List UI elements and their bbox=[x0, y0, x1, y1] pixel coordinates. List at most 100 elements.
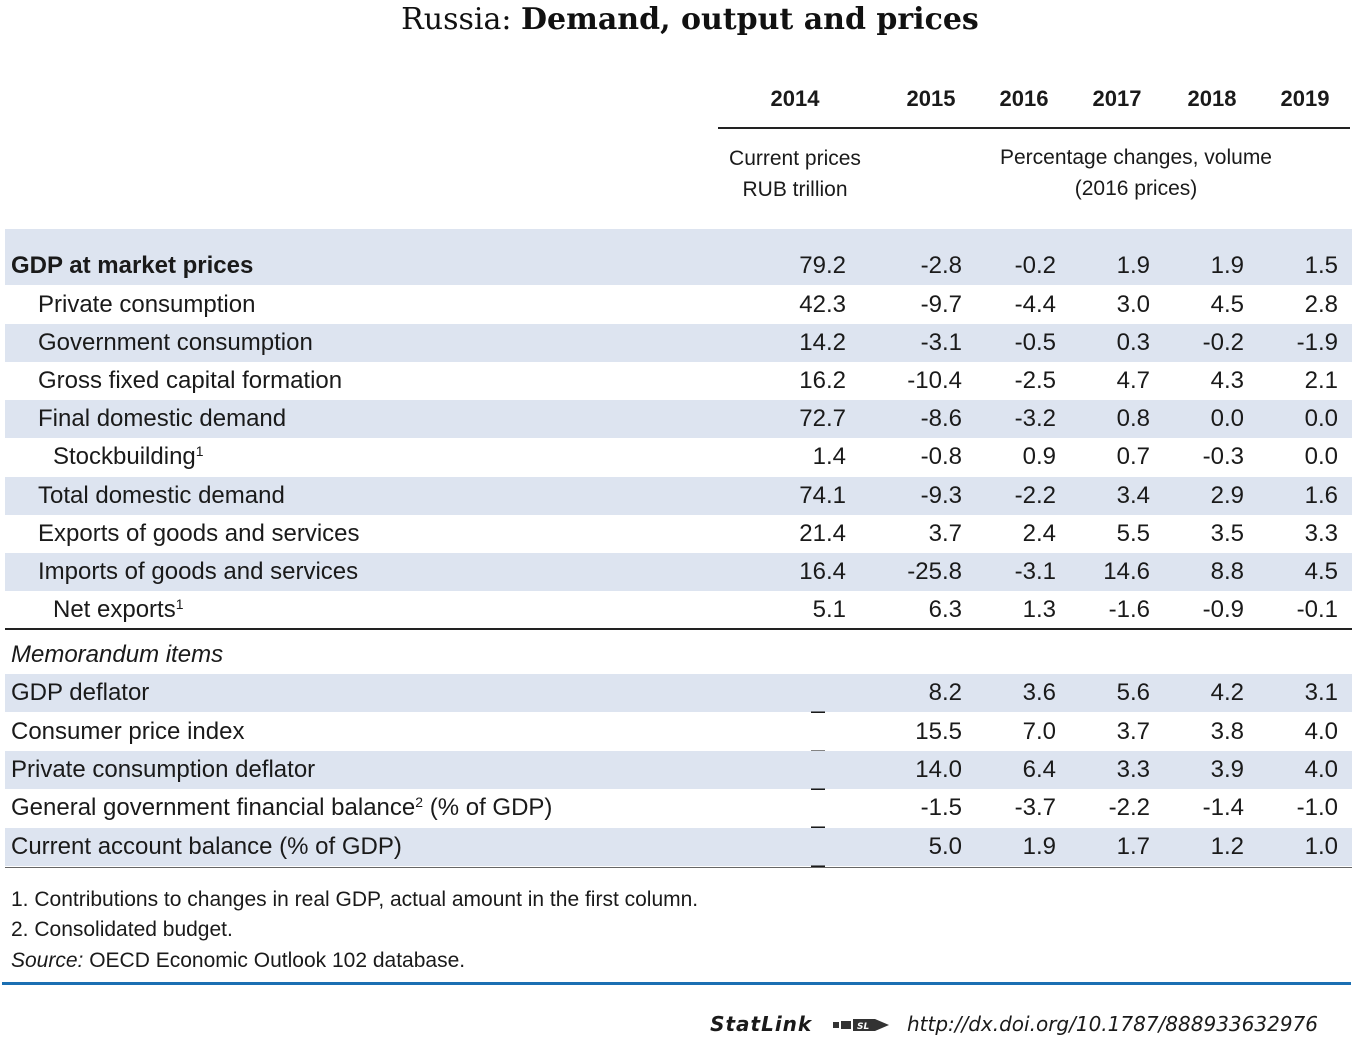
cell-value: 15.5 bbox=[915, 718, 962, 745]
cell-value: 0.9 bbox=[1022, 443, 1056, 470]
row-label: Total domestic demand bbox=[38, 477, 285, 515]
table-bottom-rule bbox=[5, 867, 1352, 868]
cell-value: -25.8 bbox=[907, 558, 962, 585]
row-label: Gross fixed capital formation bbox=[38, 362, 342, 400]
cell-value: 5.0 bbox=[928, 833, 962, 860]
row-label-text: Private consumption bbox=[38, 291, 256, 318]
cell-value: -0.5 bbox=[1014, 329, 1056, 356]
table-row: Stockbuilding1 1.4 -0.8 0.9 0.7 -0.3 0.0 bbox=[5, 438, 1352, 476]
cell-value: 21.4 bbox=[799, 520, 846, 547]
header-rule bbox=[718, 127, 1350, 129]
cell-value: 2.1 bbox=[1304, 367, 1338, 394]
row-label-text: Current account balance (% of GDP) bbox=[11, 833, 402, 860]
table-row: GDP at market prices 79.2 -2.8 -0.2 1.9 1.9 1.… bbox=[5, 247, 1352, 285]
cell-value: 3.0 bbox=[1116, 291, 1150, 318]
cell-value: 0.0 bbox=[1210, 405, 1244, 432]
row-label: GDP deflator bbox=[11, 674, 149, 712]
cell-value: 3.9 bbox=[1210, 756, 1244, 783]
cell-value: 72.7 bbox=[799, 405, 846, 432]
cell-value: 3.5 bbox=[1210, 520, 1244, 547]
cell-value: 1.7 bbox=[1116, 833, 1150, 860]
table-row: Exports of goods and services 21.4 3.7 2.4 5… bbox=[5, 515, 1352, 553]
table-row: Gross fixed capital formation 16.2 -10.4 -2… bbox=[5, 362, 1352, 400]
cell-value: -9.3 bbox=[920, 482, 962, 509]
title-country: Russia: bbox=[401, 2, 512, 37]
row-label-text: Private consumption deflator bbox=[11, 756, 316, 783]
cell-value: 16.4 bbox=[799, 558, 846, 585]
cell-value: 6.3 bbox=[928, 596, 962, 623]
page-title: Russia: Demand, output and prices bbox=[0, 2, 1360, 37]
cell-value: 14.6 bbox=[1103, 558, 1150, 585]
footnote-marker: 1 bbox=[195, 443, 204, 459]
row-label: Final domestic demand bbox=[38, 400, 286, 438]
cell-value: 1.2 bbox=[1210, 833, 1244, 860]
cell-value: -0.2 bbox=[1202, 329, 1244, 356]
cell-value: _ bbox=[811, 764, 825, 791]
cell-value: 7.0 bbox=[1022, 718, 1056, 745]
row-label-text: Final domestic demand bbox=[38, 405, 287, 432]
table-row: Total domestic demand 74.1 -9.3 -2.2 3.4 2.9 1… bbox=[5, 477, 1352, 515]
cell-value: -1.4 bbox=[1202, 794, 1244, 821]
table-row: Final domestic demand 72.7 -8.6 -3.2 0.8 0.0 0… bbox=[5, 400, 1352, 438]
cell-value: -0.3 bbox=[1202, 443, 1244, 470]
cell-value: -4.4 bbox=[1014, 291, 1056, 318]
cell-value: 8.2 bbox=[928, 679, 962, 706]
year-header-4: 2018 bbox=[1187, 86, 1237, 111]
cell-value: -2.2 bbox=[1108, 794, 1150, 821]
statlink-url[interactable]: http://dx.doi.org/10.1787/888933632976 bbox=[906, 1012, 1318, 1036]
row-label-text: Total domestic demand bbox=[38, 482, 285, 509]
cell-value: 0.0 bbox=[1304, 443, 1338, 470]
cell-value: -8.6 bbox=[920, 405, 962, 432]
footer-rule bbox=[2, 982, 1351, 985]
cell-value: 14.0 bbox=[915, 756, 962, 783]
cell-value: 2.4 bbox=[1022, 520, 1056, 547]
section-rule bbox=[5, 628, 1352, 630]
title-subject: Demand, output and prices bbox=[521, 2, 979, 37]
cell-value: 4.2 bbox=[1210, 679, 1244, 706]
cell-value: 0.3 bbox=[1116, 329, 1150, 356]
cell-value: -3.7 bbox=[1014, 794, 1056, 821]
row-label: Net exports1 bbox=[53, 591, 184, 629]
cell-value: -0.8 bbox=[920, 443, 962, 470]
statlink[interactable]: StatLink SL http://dx.doi.org/10.1787/88… bbox=[710, 1012, 1318, 1038]
cell-value: 1.4 bbox=[812, 443, 846, 470]
current-prices-unit: Current prices RUB trillion bbox=[729, 147, 861, 201]
cell-value: 4.5 bbox=[1210, 291, 1244, 318]
table-row: Net exports1 5.1 6.3 1.3 -1.6 -0.9 -0.1 bbox=[5, 591, 1352, 629]
cell-value: 1.6 bbox=[1304, 482, 1338, 509]
cell-value: 3.1 bbox=[1304, 679, 1338, 706]
row-label-text: Stockbuilding bbox=[53, 443, 196, 470]
row-label: General government financial balance2 (%… bbox=[11, 789, 552, 827]
cell-value: -3.1 bbox=[1014, 558, 1056, 585]
table-row: Imports of goods and services 16.4 -25.8 -3… bbox=[5, 553, 1352, 591]
row-label-text: Consumer price index bbox=[11, 718, 245, 745]
cell-value: -10.4 bbox=[907, 367, 962, 394]
cell-value: 4.0 bbox=[1304, 718, 1338, 745]
row-label-text: General government financial balance bbox=[11, 794, 416, 821]
row-label: Imports of goods and services bbox=[38, 553, 358, 591]
cell-value: 8.8 bbox=[1210, 558, 1244, 585]
cell-value: -2.8 bbox=[920, 252, 962, 279]
cell-value: 5.5 bbox=[1116, 520, 1150, 547]
cell-value: 0.0 bbox=[1304, 405, 1338, 432]
cell-value: 3.8 bbox=[1210, 718, 1244, 745]
year-header-0: 2014 bbox=[770, 86, 820, 111]
statlink-brand: StatLink bbox=[710, 1012, 813, 1036]
table-row: Government consumption 14.2 -3.1 -0.5 0.3 -0.… bbox=[5, 324, 1352, 362]
cell-value: 0.7 bbox=[1116, 443, 1150, 470]
row-label-text: Gross fixed capital formation bbox=[38, 367, 343, 394]
cell-value: 3.3 bbox=[1116, 756, 1150, 783]
row-label-suffix: (% of GDP) bbox=[423, 794, 553, 821]
cell-value: 42.3 bbox=[799, 291, 846, 318]
cell-value: 3.3 bbox=[1304, 520, 1338, 547]
cell-value: _ bbox=[811, 687, 825, 714]
table-row: GDP deflator _ 8.2 3.6 5.6 4.2 3.1 bbox=[5, 674, 1352, 714]
cell-value: 4.3 bbox=[1210, 367, 1244, 394]
cell-value: 6.4 bbox=[1022, 756, 1056, 783]
cell-value: -1.0 bbox=[1296, 794, 1338, 821]
cell-value: -9.7 bbox=[920, 291, 962, 318]
cell-value: -1.6 bbox=[1108, 596, 1150, 623]
cell-value: 5.6 bbox=[1116, 679, 1150, 706]
memorandum-heading: Memorandum items bbox=[11, 641, 224, 668]
row-label: Current account balance (% of GDP) bbox=[11, 828, 402, 866]
